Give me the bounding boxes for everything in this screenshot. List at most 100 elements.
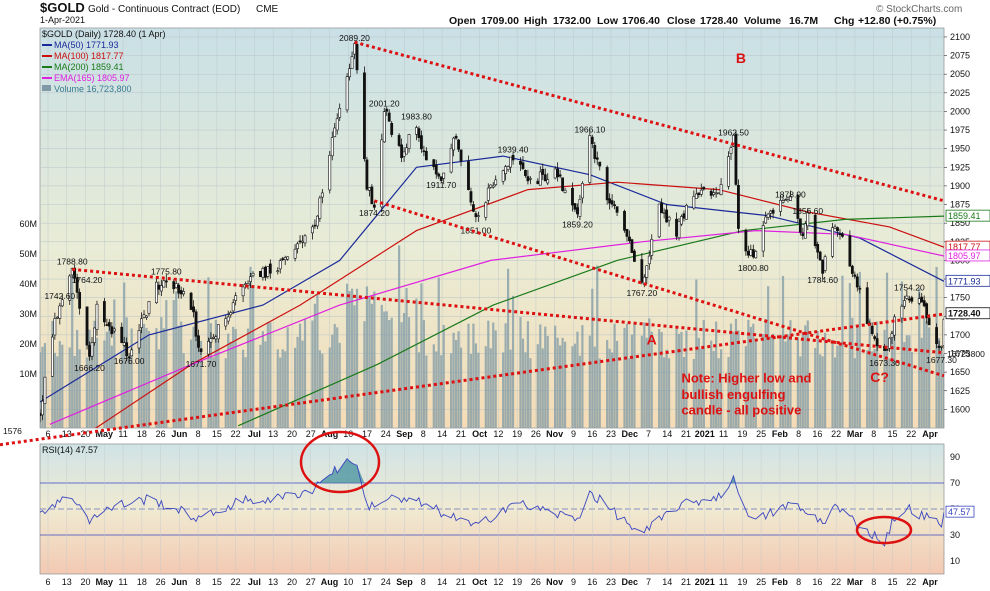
- rsi-x-label: 2021: [695, 577, 715, 587]
- candle-body: [729, 147, 733, 154]
- peak-label: 1671.70: [186, 359, 217, 369]
- volume-bar: [298, 323, 302, 428]
- volume-bar: [544, 326, 547, 428]
- volume-bar: [841, 275, 844, 428]
- volume-bar: [710, 340, 713, 428]
- volume-bar: [682, 357, 686, 428]
- price-x-label: Nov: [546, 429, 563, 439]
- candle-body: [486, 187, 490, 201]
- volume-bar: [816, 331, 819, 428]
- price-x-label: 14: [437, 429, 447, 439]
- volume-bar: [259, 344, 262, 428]
- volume-bar: [346, 283, 349, 428]
- trendline: [72, 267, 945, 355]
- candle-body: [561, 177, 564, 191]
- rsi-x-label: 13: [62, 577, 72, 587]
- volume-bar: [502, 352, 505, 428]
- ohlc-summary: Open 1709.00 High 1732.00 Low 1706.40 Cl…: [449, 15, 936, 27]
- candle-body: [831, 227, 834, 257]
- candle-body: [164, 280, 168, 283]
- price-x-label: Dec: [621, 429, 638, 439]
- candle-body: [685, 204, 688, 220]
- volume-bar: [373, 291, 376, 428]
- volume-bar: [472, 323, 475, 428]
- candle-body: [942, 318, 944, 346]
- price-x-label: 12: [493, 429, 503, 439]
- candle-body: [145, 315, 148, 318]
- candle-body: [278, 260, 282, 270]
- volume-bar: [630, 334, 634, 428]
- candle-body: [390, 123, 394, 135]
- candle-body: [873, 336, 877, 339]
- volume-bar: [328, 347, 331, 428]
- volume-bar: [715, 321, 718, 428]
- chg-label: Chg: [834, 15, 854, 27]
- volume-bar: [348, 291, 351, 428]
- candle-body: [155, 281, 158, 304]
- volume-bar: [435, 351, 438, 428]
- price-tick-label: 1675: [950, 349, 970, 359]
- volume-bar: [437, 277, 440, 428]
- candle-body: [95, 303, 99, 330]
- candle-body: [355, 43, 359, 71]
- rsi-x-label: 21: [681, 577, 691, 587]
- candle-body: [78, 292, 82, 309]
- volume-bar: [856, 325, 859, 428]
- volume-bar: [700, 348, 703, 428]
- volume-bar: [232, 326, 235, 428]
- price-x-label: 22: [831, 429, 841, 439]
- volume-bar: [261, 331, 265, 428]
- volume-bar: [489, 348, 492, 428]
- volume-bar: [640, 335, 643, 428]
- candle-body: [102, 301, 106, 323]
- volume-bar: [692, 358, 695, 428]
- candle-body: [640, 259, 644, 283]
- candle-body: [870, 325, 874, 335]
- candle-body: [806, 212, 810, 227]
- candle-body: [400, 144, 404, 158]
- candle-body: [286, 256, 290, 260]
- volume-bar: [804, 325, 807, 428]
- volume-bar: [147, 331, 151, 428]
- volume-bar: [556, 337, 559, 428]
- rsi-higher-low-highlight: [855, 515, 913, 545]
- peak-label: 1800.80: [738, 263, 769, 273]
- peak-label: 1764.20: [72, 275, 103, 285]
- right-label-text: 1805.97: [948, 251, 981, 261]
- volume-bar: [685, 330, 688, 428]
- volume-bar: [487, 320, 490, 428]
- volume-label: Volume: [744, 15, 781, 27]
- price-x-label: 24: [381, 429, 391, 439]
- volume-bar: [452, 332, 455, 428]
- rsi-x-label: Feb: [772, 577, 789, 587]
- candles: [40, 41, 944, 423]
- volume-bar: [853, 358, 856, 428]
- candle-body: [719, 184, 723, 195]
- legend-volume-swatch: [42, 85, 51, 91]
- volume-bar: [554, 325, 557, 428]
- candle-body: [405, 147, 408, 155]
- volume-bar: [799, 356, 802, 428]
- volume-bar: [269, 322, 272, 428]
- candle-body: [818, 251, 822, 261]
- candle-body: [935, 327, 938, 345]
- candle-body: [598, 161, 602, 167]
- candle-body: [189, 292, 193, 310]
- candle-body: [789, 195, 792, 201]
- volume-bar: [918, 287, 921, 428]
- volume-bar: [165, 300, 168, 428]
- candle-body: [925, 303, 929, 319]
- peak-label: 1939.40: [498, 145, 529, 155]
- candle-body: [662, 212, 666, 214]
- candle-body: [625, 229, 629, 237]
- volume-bar: [734, 318, 738, 428]
- volume-bar: [769, 336, 772, 428]
- price-x-label: 14: [662, 429, 672, 439]
- open-label: Open: [449, 15, 476, 27]
- candle-body: [182, 291, 186, 295]
- volume-bar: [702, 320, 705, 428]
- candle-body: [335, 118, 339, 131]
- volume-bar: [821, 356, 824, 428]
- volume-bar: [876, 321, 879, 428]
- volume-left-label: 1576: [3, 426, 22, 436]
